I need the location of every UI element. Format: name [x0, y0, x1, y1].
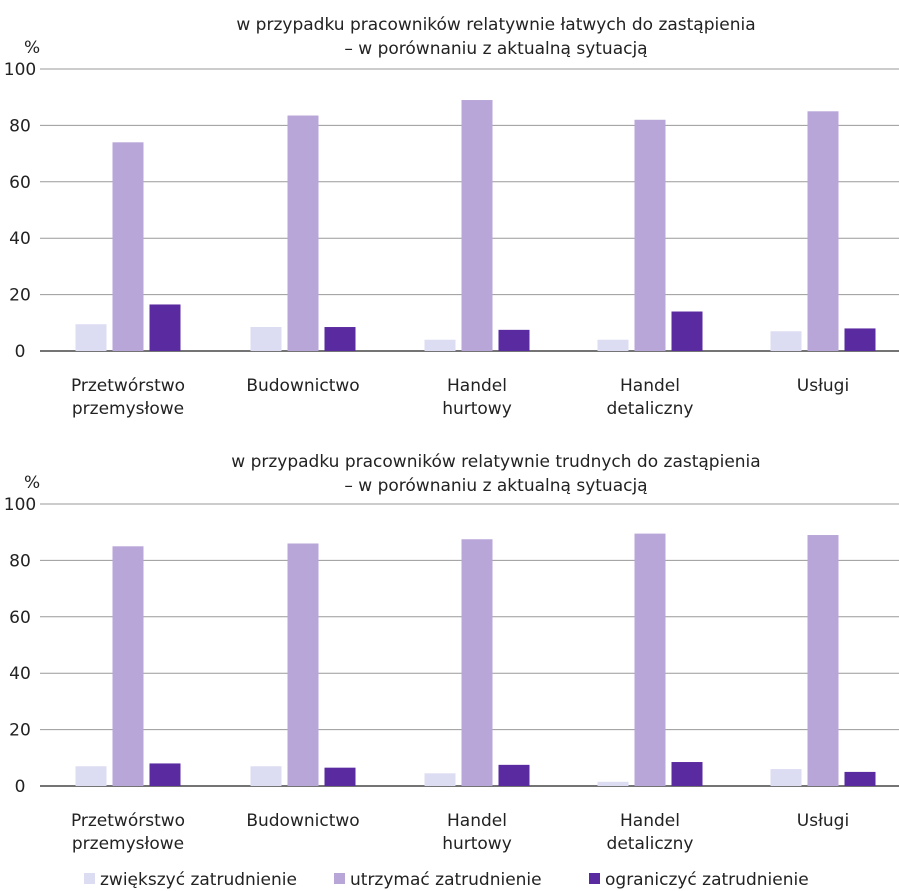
bar-3-1: [149, 763, 181, 786]
chart-title-line1: w przypadku pracowników relatywnie łatwy…: [236, 15, 755, 35]
category-label: Handel: [447, 376, 507, 396]
bar-1-5: [770, 769, 802, 786]
legend-swatch-1: [84, 873, 95, 884]
bar-3-3: [498, 329, 530, 351]
category-label: Budownictwo: [246, 811, 359, 831]
y-axis-label: %: [24, 473, 40, 493]
bar-2-5: [807, 535, 839, 786]
bar-3-3: [498, 764, 530, 786]
bar-1-2: [250, 327, 282, 351]
y-tick-label: 80: [9, 551, 31, 571]
bar-2-1: [112, 142, 144, 351]
bar-1-3: [424, 773, 456, 786]
legend-swatch-3: [589, 873, 600, 884]
bar-1-1: [75, 324, 107, 351]
bar-3-5: [844, 771, 876, 786]
y-tick-label: 100: [4, 60, 36, 80]
bar-3-2: [324, 767, 356, 786]
category-label: detaliczny: [607, 834, 694, 854]
bar-3-1: [149, 304, 181, 351]
y-tick-label: 60: [9, 608, 31, 628]
y-tick-label: 40: [9, 229, 31, 249]
category-label: Przetwórstwo: [71, 376, 185, 396]
legend-swatch-2: [334, 873, 345, 884]
bar-2-2: [287, 115, 319, 351]
bar-1-5: [770, 331, 802, 351]
category-label: hurtowy: [442, 399, 512, 419]
bar-1-2: [250, 766, 282, 786]
bar-2-4: [634, 533, 666, 786]
bar-3-2: [324, 327, 356, 351]
y-tick-label: 60: [9, 173, 31, 193]
y-tick-label: 0: [15, 342, 26, 362]
category-label: hurtowy: [442, 834, 512, 854]
legend-label-1: zwiększyć zatrudnienie: [100, 870, 297, 890]
category-label: Przetwórstwo: [71, 811, 185, 831]
bar-3-4: [671, 762, 703, 786]
category-label: przemysłowe: [72, 399, 184, 419]
y-tick-label: 20: [9, 286, 31, 306]
category-label: detaliczny: [607, 399, 694, 419]
bar-2-1: [112, 546, 144, 786]
bar-1-3: [424, 339, 456, 351]
chart-title-line2: – w porównaniu z aktualną sytuacją: [344, 476, 647, 496]
y-tick-label: 0: [15, 777, 26, 797]
category-label: przemysłowe: [72, 834, 184, 854]
category-label: Usługi: [797, 376, 849, 396]
y-tick-label: 20: [9, 721, 31, 741]
chart-title-line2: – w porównaniu z aktualną sytuacją: [344, 39, 647, 59]
y-axis-label: %: [24, 38, 40, 58]
legend-label-3: ograniczyć zatrudnienie: [605, 870, 809, 890]
bar-3-5: [844, 328, 876, 351]
bar-1-1: [75, 766, 107, 786]
legend-label-2: utrzymać zatrudnienie: [350, 870, 542, 890]
bar-1-4: [597, 339, 629, 351]
bar-2-3: [461, 539, 493, 786]
category-label: Budownictwo: [246, 376, 359, 396]
bar-2-5: [807, 111, 839, 351]
bar-2-3: [461, 100, 493, 352]
category-label: Usługi: [797, 811, 849, 831]
y-tick-label: 80: [9, 116, 31, 136]
bar-1-4: [597, 781, 629, 786]
bar-2-4: [634, 119, 666, 351]
y-tick-label: 100: [4, 495, 36, 515]
y-tick-label: 40: [9, 664, 31, 684]
bar-2-2: [287, 543, 319, 786]
category-label: Handel: [447, 811, 507, 831]
category-label: Handel: [620, 811, 680, 831]
category-label: Handel: [620, 376, 680, 396]
bar-3-4: [671, 311, 703, 351]
chart-title-line1: w przypadku pracowników relatywnie trudn…: [231, 452, 760, 472]
